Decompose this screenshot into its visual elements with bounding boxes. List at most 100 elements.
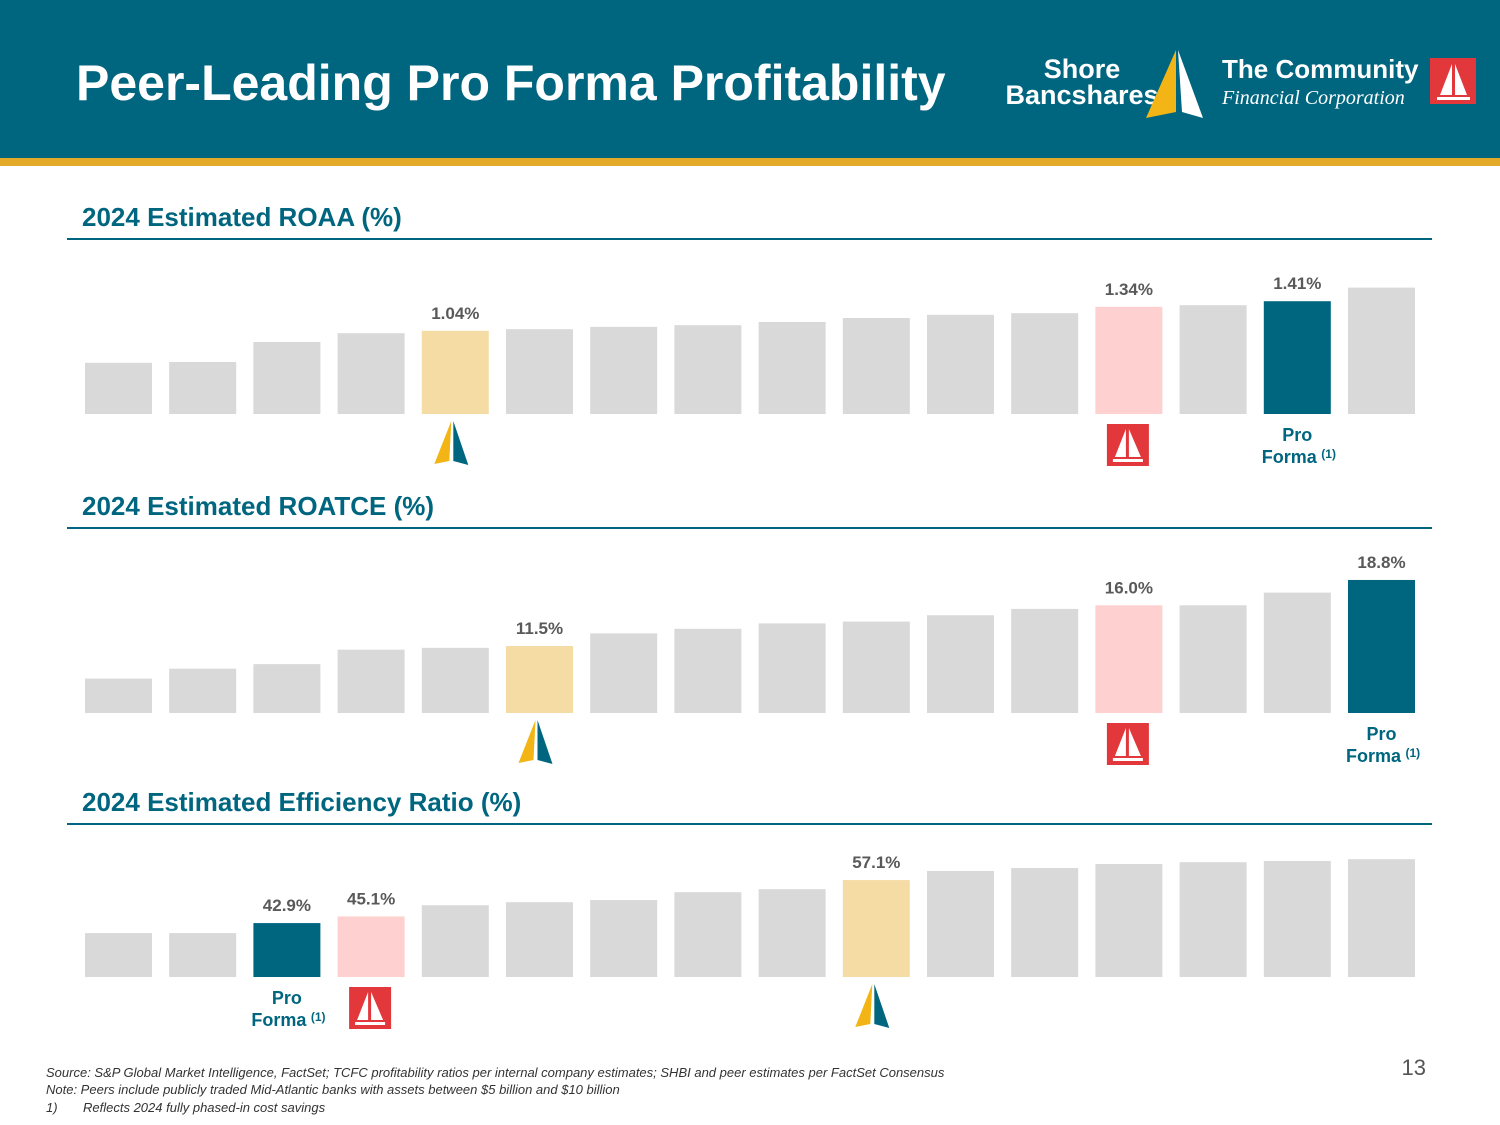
bar (1011, 867, 1079, 977)
chart-title: 2024 Estimated Efficiency Ratio (%) (82, 787, 521, 817)
bar (506, 902, 573, 977)
bar (927, 314, 994, 414)
bar (85, 933, 152, 977)
bar (758, 322, 826, 414)
shore-icon (453, 421, 469, 465)
chart-title: 2024 Estimated ROAA (%) (82, 202, 402, 232)
bar (1011, 608, 1079, 713)
bar (590, 900, 658, 977)
tcfc-icon (371, 992, 384, 1020)
bar (169, 933, 237, 977)
bar (674, 628, 742, 713)
bar (85, 678, 152, 713)
logo-sail (1178, 50, 1203, 118)
tcfc-icon (1114, 429, 1126, 457)
footnote-marker: (1) (1406, 746, 1421, 760)
bar (85, 362, 152, 414)
bar (842, 318, 910, 414)
source-note: Source: S&P Global Market Intelligence, … (46, 1065, 945, 1080)
bar (842, 621, 910, 713)
bar (337, 916, 405, 977)
page-number: 13 (1402, 1055, 1426, 1080)
footnote-marker: (1) (311, 1010, 326, 1024)
chart-title: 2024 Estimated ROATCE (%) (82, 491, 434, 521)
bar (590, 326, 658, 414)
bar (1348, 859, 1415, 977)
value-label: 57.1% (852, 853, 900, 872)
logo-icon (1440, 64, 1452, 95)
footnote: Reflects 2024 fully phased-in cost savin… (83, 1100, 326, 1115)
bar (1348, 579, 1415, 713)
bar (842, 880, 910, 977)
bar (927, 615, 994, 713)
bar (421, 905, 489, 977)
footnote-number: 1) (46, 1100, 58, 1115)
shore-icon (518, 720, 536, 763)
value-label: 18.8% (1357, 553, 1405, 572)
note: Note: Peers include publicly traded Mid-… (46, 1082, 620, 1097)
bar (758, 623, 826, 713)
shore-icon (874, 984, 890, 1028)
logo-text: Financial Corporation (1221, 87, 1405, 109)
logo-text: Bancshares (1005, 80, 1158, 110)
bar (674, 892, 742, 977)
bar (506, 329, 573, 414)
tcfc-icon (1114, 728, 1126, 756)
bar (421, 647, 489, 713)
bar (1095, 864, 1163, 977)
bar (590, 633, 658, 713)
logo-text: Shore (1044, 54, 1121, 84)
tcfc-icon (1112, 758, 1143, 761)
logo-sail (1146, 50, 1176, 118)
slide-title: Peer-Leading Pro Forma Profitability (76, 55, 946, 111)
bar (421, 330, 489, 414)
bar (1263, 860, 1331, 977)
tcfc-icon (1128, 728, 1141, 756)
bar (253, 342, 321, 414)
bar (337, 333, 405, 414)
bar (506, 646, 573, 713)
value-label: 11.5% (516, 619, 563, 638)
bar (1179, 862, 1247, 977)
value-label: 45.1% (347, 889, 395, 908)
logo-icon (1455, 64, 1467, 95)
bar (1095, 605, 1163, 713)
bar (1263, 592, 1331, 713)
value-label: 42.9% (263, 896, 311, 915)
bar (758, 889, 826, 977)
value-label: 16.0% (1105, 578, 1153, 597)
category-label: Pro Forma (251, 988, 307, 1030)
tcfc-icon (1112, 459, 1143, 462)
footnote-marker: (1) (1321, 447, 1336, 461)
bar (169, 668, 237, 713)
bar (1263, 301, 1331, 414)
value-label: 1.41% (1273, 274, 1321, 293)
tcfc-icon (355, 1022, 386, 1025)
category-label: Pro Forma (1262, 425, 1318, 467)
header-band (0, 0, 1500, 158)
bar (1179, 605, 1247, 713)
category-label: Pro Forma (1346, 724, 1402, 766)
bar (1011, 313, 1079, 414)
shore-icon (537, 720, 553, 764)
logo-icon (1437, 97, 1470, 100)
bar (674, 325, 742, 414)
header-stripe (0, 158, 1500, 166)
bar (1348, 287, 1415, 414)
bar (337, 649, 405, 713)
bar (927, 870, 994, 977)
tcfc-icon (357, 992, 369, 1020)
value-label: 1.04% (431, 304, 479, 323)
shore-icon (855, 984, 873, 1027)
value-label: 1.34% (1105, 280, 1153, 299)
tcfc-icon (1128, 429, 1141, 457)
logo-text: The Community (1222, 54, 1419, 84)
bar (253, 923, 321, 977)
shore-icon (434, 421, 452, 464)
logo-icon (1430, 58, 1476, 104)
bar (1179, 305, 1247, 414)
bar (253, 664, 321, 713)
bar (1095, 306, 1163, 414)
